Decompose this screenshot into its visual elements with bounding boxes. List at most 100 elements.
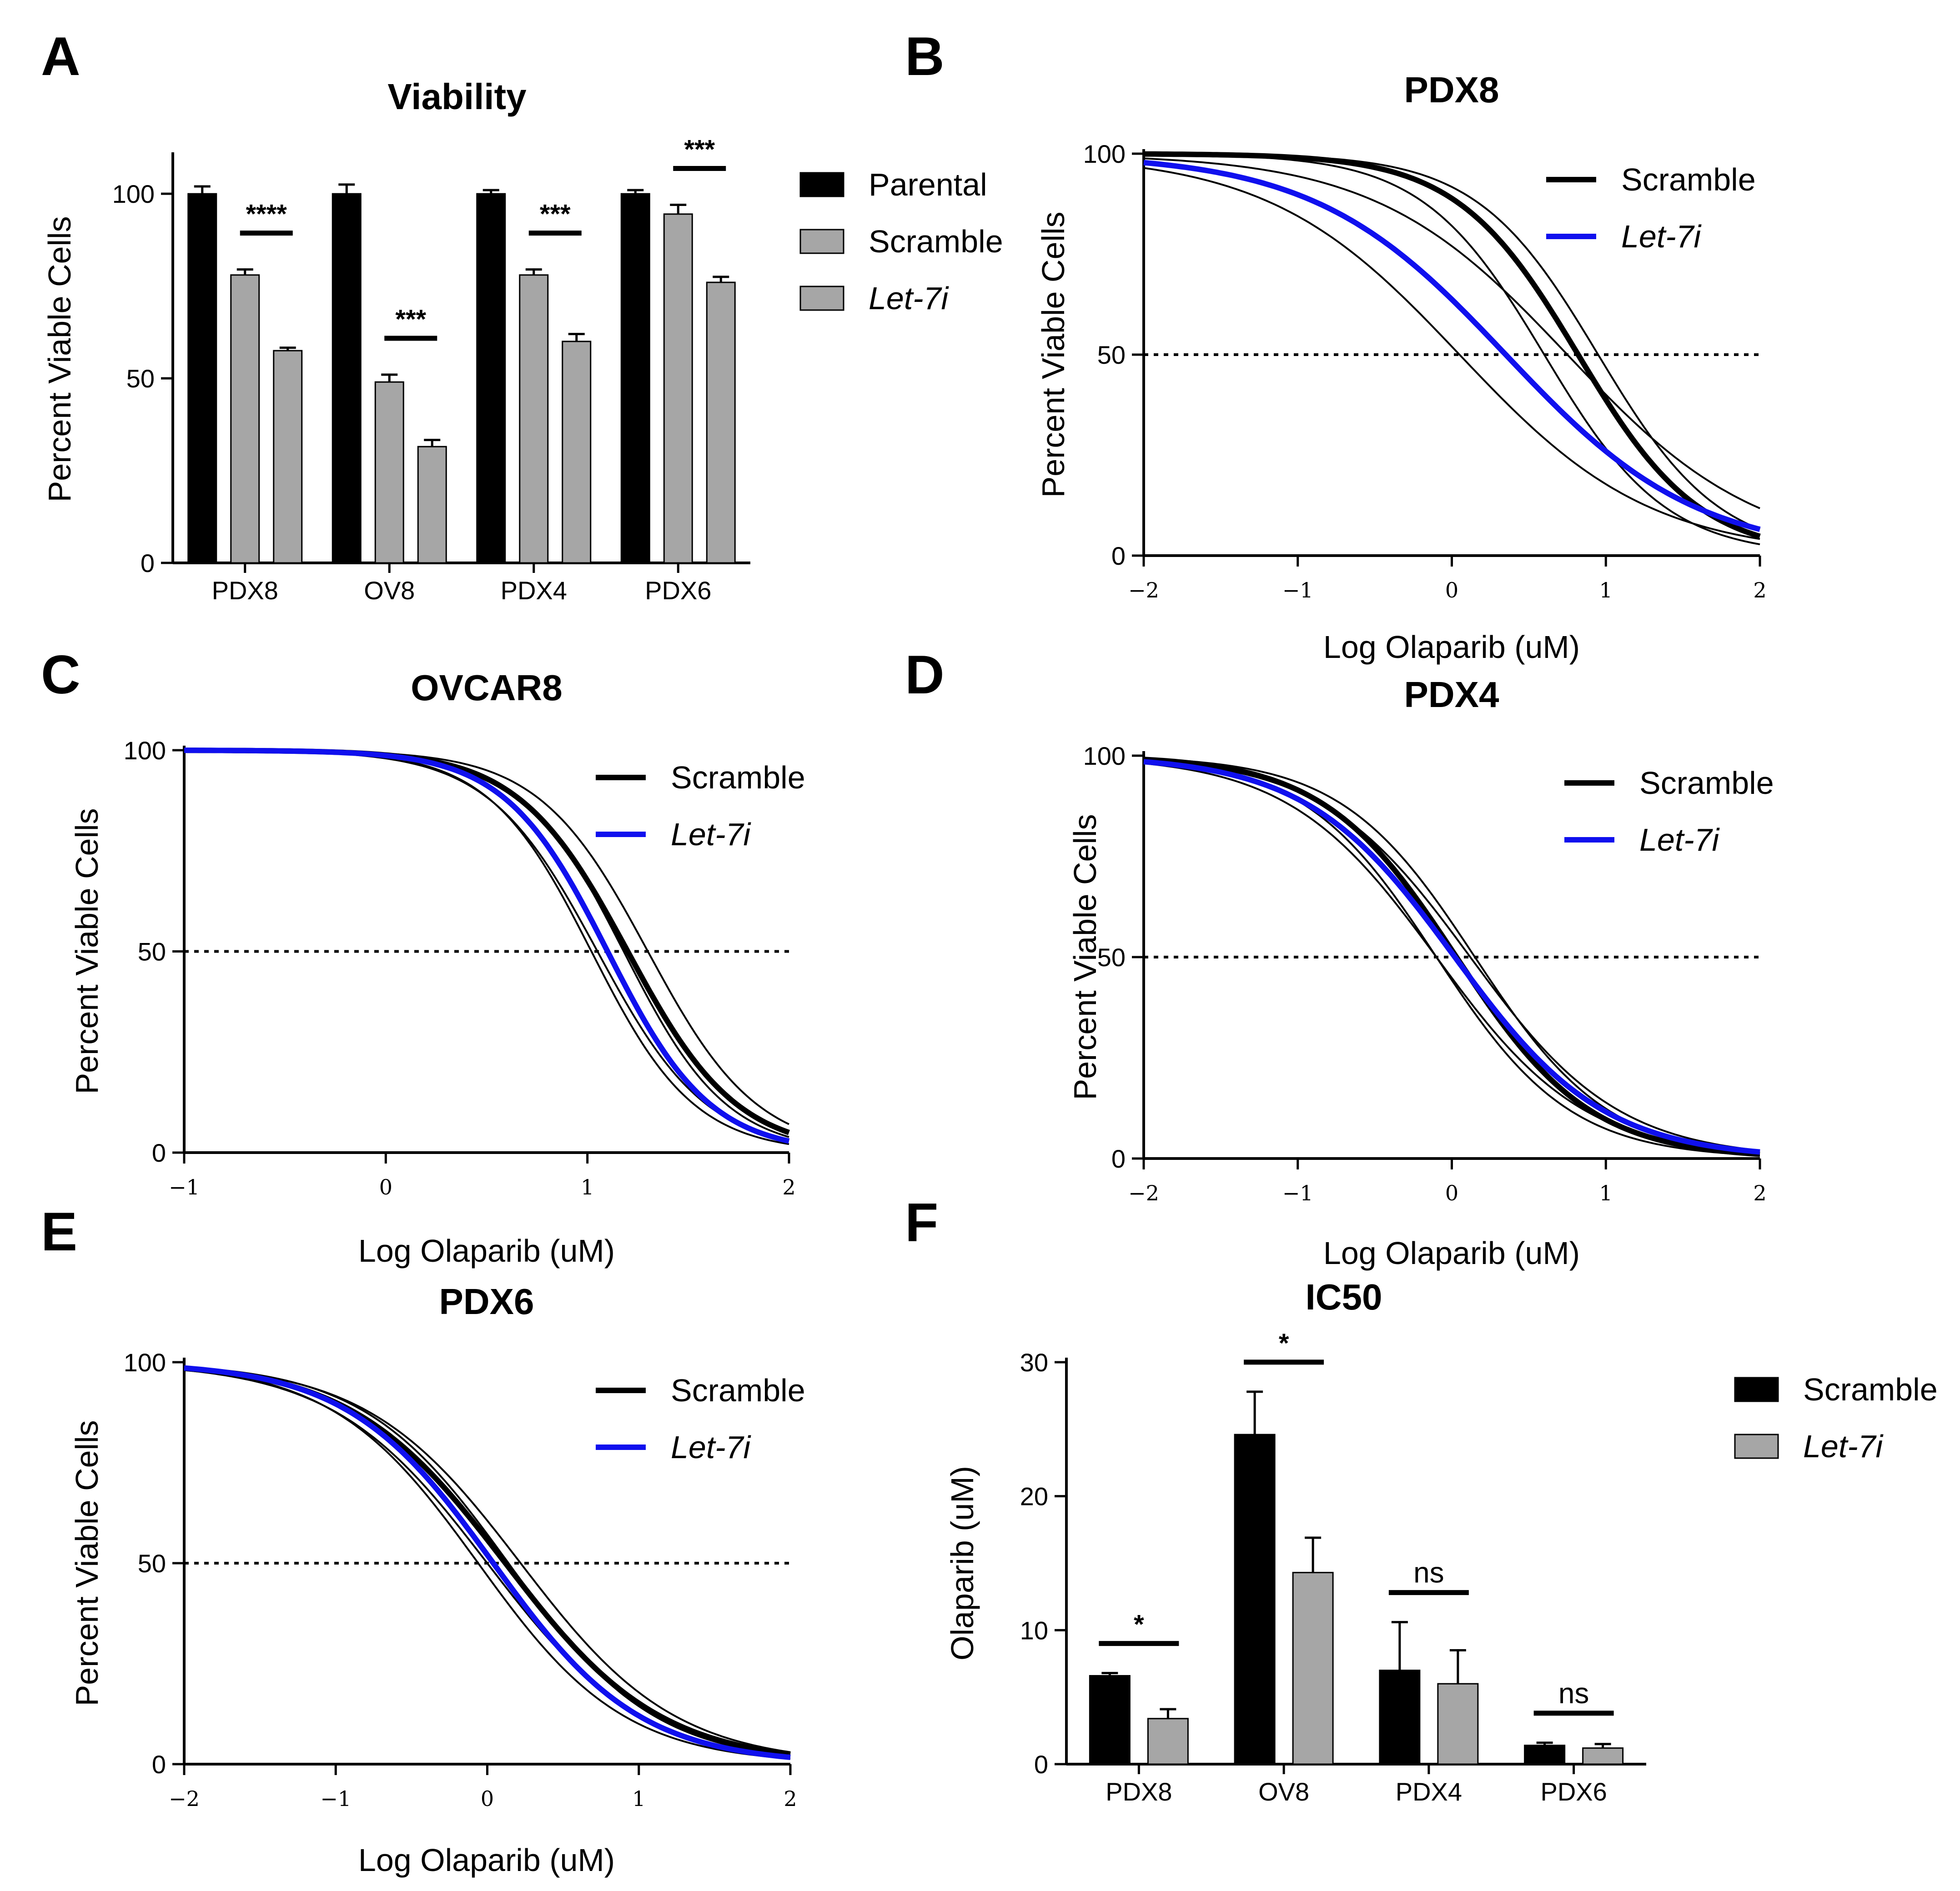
panel-letter: A <box>41 26 80 87</box>
panel-F: F IC50 0 10 20 30 Olaparib (uM) * PDX8 * OV8 ns PDX4… <box>905 1192 1938 1806</box>
significance-label: ns <box>1558 1677 1589 1710</box>
chart-title: OVCAR8 <box>411 667 562 708</box>
ci-band-curve <box>1143 153 1760 546</box>
x-tick-label: PDX4 <box>501 576 567 605</box>
significance-label: **** <box>246 200 287 229</box>
bar-PDX8-Scramble <box>1089 1675 1131 1765</box>
x-tick-label: 0 <box>379 1175 392 1199</box>
y-tick-label: 0 <box>152 1750 166 1779</box>
significance-label: * <box>1279 1329 1289 1358</box>
panel-letter: D <box>905 644 945 705</box>
x-tick-label: −2 <box>1128 578 1159 602</box>
x-tick-label: 2 <box>1753 578 1766 602</box>
legend-swatch-2 <box>799 286 844 311</box>
y-tick-label: 100 <box>1083 742 1126 770</box>
fit-curve-Let-7i <box>1143 160 1761 532</box>
legend-label: Scramble <box>1621 162 1756 197</box>
y-tick-label: 50 <box>1097 943 1126 972</box>
ci-band-curve <box>184 1366 791 1757</box>
y-tick-label: 0 <box>152 1139 166 1167</box>
x-tick-label: PDX6 <box>645 576 711 605</box>
fit-curve-Let-7i <box>1143 759 1760 1155</box>
y-tick-label: 100 <box>112 180 155 208</box>
ci-band-curve <box>184 749 789 1142</box>
bar-PDX4-Let-7i <box>1437 1683 1479 1765</box>
chart-title: PDX4 <box>1404 674 1499 715</box>
x-axis-label: Log Olaparib (uM) <box>358 1233 615 1269</box>
panel-letter: E <box>41 1201 77 1262</box>
y-tick-label: 50 <box>1097 341 1126 369</box>
legend-label: Scramble <box>1639 765 1774 801</box>
legend-label: Let-7i <box>1639 822 1720 858</box>
ci-band-curve <box>184 749 789 1145</box>
x-tick-label: OV8 <box>364 576 415 605</box>
y-tick-label: 100 <box>124 1348 166 1377</box>
x-tick-label: 1 <box>632 1786 645 1811</box>
x-tick-label: PDX8 <box>1106 1777 1172 1806</box>
bar-PDX8-Parental <box>187 193 217 564</box>
bar-PDX4-Parental <box>476 193 506 564</box>
bar-PDX8-Let-7i <box>1147 1718 1189 1765</box>
y-tick-label: 0 <box>1111 1144 1126 1173</box>
panel-letter: B <box>905 26 945 87</box>
x-tick-label: PDX4 <box>1396 1777 1462 1806</box>
legend-swatch-1 <box>1734 1434 1779 1459</box>
legend-swatch-0 <box>1734 1377 1779 1402</box>
x-tick-label: −2 <box>169 1786 200 1811</box>
chart-title: PDX6 <box>439 1281 534 1322</box>
significance-label: *** <box>684 135 715 165</box>
legend-label: Let-7i <box>869 281 950 316</box>
significance-label: *** <box>540 200 571 229</box>
x-tick-label: −2 <box>1128 1181 1159 1205</box>
bar-OV8-Scramble <box>374 381 404 564</box>
chart-title: Viability <box>387 76 527 117</box>
legend-label: Scramble <box>1803 1372 1938 1407</box>
legend-label: Scramble <box>671 760 805 795</box>
x-tick-label: 0 <box>481 1786 494 1811</box>
fit-curve-Let-7i <box>184 1365 791 1760</box>
bar-PDX4-Scramble <box>519 274 549 564</box>
legend-label: Let-7i <box>1621 219 1702 254</box>
bar-PDX4-Scramble <box>1379 1670 1421 1765</box>
x-tick-label: 2 <box>782 1175 795 1199</box>
chart-title: IC50 <box>1306 1277 1382 1317</box>
bar-PDX6-Parental <box>620 193 650 564</box>
y-axis-label: Percent Viable Cells <box>1067 814 1103 1100</box>
bar-PDX6-Scramble <box>663 213 693 564</box>
legend-swatch-1 <box>799 229 844 254</box>
x-axis-label: Log Olaparib (uM) <box>1323 629 1580 665</box>
x-tick-label: 0 <box>1445 1181 1458 1205</box>
bar-PDX8-Let-7i <box>273 350 303 564</box>
bar-PDX6-Scramble <box>1524 1745 1566 1765</box>
x-tick-label: 1 <box>581 1175 594 1199</box>
x-axis-label: Log Olaparib (uM) <box>358 1842 615 1878</box>
y-axis-label: Percent Viable Cells <box>69 1420 105 1706</box>
y-tick-label: 0 <box>1034 1750 1048 1779</box>
significance-label: ns <box>1413 1556 1444 1589</box>
x-tick-label: 2 <box>1753 1181 1766 1205</box>
ci-band-curve <box>184 749 789 1138</box>
x-tick-label: 0 <box>1445 578 1458 602</box>
bar-PDX6-Let-7i <box>1582 1747 1624 1765</box>
bar-PDX6-Let-7i <box>706 281 736 564</box>
x-tick-label: −1 <box>1282 1181 1313 1205</box>
bar-OV8-Let-7i <box>417 446 447 564</box>
y-tick-label: 50 <box>138 1549 166 1578</box>
x-tick-label: PDX8 <box>212 576 278 605</box>
x-tick-label: OV8 <box>1258 1777 1309 1806</box>
ci-band-curve <box>184 1366 791 1753</box>
bar-OV8-Scramble <box>1234 1434 1276 1765</box>
ci-band-curve <box>184 1368 791 1760</box>
y-tick-label: 30 <box>1020 1348 1048 1377</box>
y-tick-label: 0 <box>141 549 155 577</box>
ci-band-curve <box>1143 167 1760 540</box>
x-tick-label: 1 <box>1599 1181 1613 1205</box>
panel-letter: F <box>905 1192 938 1253</box>
legend-swatch-0 <box>799 172 844 197</box>
y-tick-label: 50 <box>126 364 155 393</box>
ci-band-curve <box>1144 153 1760 531</box>
panel-E: E PDX6 0 50 100 Percent Viable Cells −2 −1 0 1 2 Lo… <box>41 1201 805 1878</box>
legend-label: Let-7i <box>671 1430 752 1465</box>
